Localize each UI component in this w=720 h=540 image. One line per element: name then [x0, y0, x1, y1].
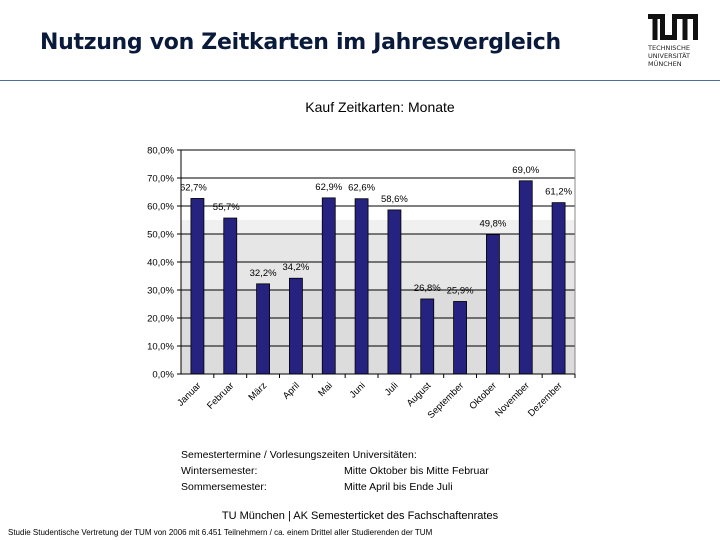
data-label: 25,9%	[447, 285, 474, 296]
bar	[486, 234, 500, 375]
y-tick-label: 50,0%	[147, 230, 174, 241]
data-label: 62,6%	[348, 183, 375, 194]
plot-band	[181, 290, 575, 318]
logo-line-1: TECHNISCHE	[648, 44, 690, 52]
notes-row-winter: Wintersemester: Mitte Oktober bis Mitte …	[181, 463, 489, 479]
plot-band	[181, 318, 575, 346]
x-tick-label: August	[405, 380, 434, 409]
plot-band	[181, 346, 575, 374]
plot-band	[181, 234, 575, 262]
tum-logo-icon	[648, 14, 698, 40]
summer-label: Sommersemester:	[181, 481, 267, 493]
slide-title: Nutzung von Zeitkarten im Jahresvergleic…	[40, 30, 561, 55]
bar	[387, 209, 402, 375]
x-tick-label: Juli	[383, 380, 401, 398]
logo-line-2: UNIVERSITÄT	[648, 52, 691, 60]
tum-logo: TECHNISCHE UNIVERSITÄT MÜNCHEN	[648, 14, 700, 68]
bar	[223, 217, 238, 375]
x-tick-label: Mai	[316, 380, 335, 399]
plot-band	[181, 220, 575, 234]
x-tick-label: November	[493, 380, 532, 419]
bar	[289, 277, 303, 375]
bar	[256, 283, 270, 375]
x-tick-label: Dezember	[526, 380, 565, 419]
notes-row-summer: Sommersemester: Mitte April bis Ende Jul…	[181, 479, 453, 495]
y-tick-label: 0,0%	[152, 370, 174, 381]
footer-note: Studie Studentische Vertretung der TUM v…	[8, 528, 433, 537]
y-tick-label: 40,0%	[147, 258, 174, 269]
x-tick-label: Februar	[205, 380, 236, 411]
y-tick-label: 60,0%	[147, 202, 174, 213]
logo-line-3: MÜNCHEN	[648, 60, 682, 68]
data-label: 58,6%	[381, 194, 408, 205]
bar	[321, 197, 336, 375]
x-tick-label: März	[246, 380, 269, 403]
data-label: 49,8%	[479, 219, 506, 230]
data-label: 55,7%	[213, 202, 240, 213]
data-label: 34,2%	[282, 262, 309, 273]
plot-band	[181, 262, 575, 290]
y-tick-label: 80,0%	[147, 146, 174, 157]
data-label: 26,8%	[414, 283, 441, 294]
bar	[190, 198, 205, 375]
data-label: 62,9%	[315, 182, 342, 193]
bar	[518, 180, 533, 375]
bar	[453, 301, 467, 375]
data-label: 62,7%	[180, 182, 207, 193]
x-tick-label: Juni	[348, 380, 368, 400]
winter-value: Mitte Oktober bis Mitte Februar	[344, 465, 489, 477]
bar	[420, 298, 435, 375]
notes-heading: Semestertermine / Vorlesungszeiten Unive…	[181, 449, 417, 461]
data-label: 69,0%	[512, 165, 539, 176]
header-rule	[0, 80, 720, 81]
y-tick-label: 70,0%	[147, 174, 174, 185]
footer-center: TU München | AK Semesterticket des Fachs…	[221, 510, 499, 522]
bar	[551, 202, 566, 375]
chart-title: Kauf Zeitkarten: Monate	[305, 99, 455, 115]
bar-chart: Kauf Zeitkarten: Monate 0,0% 10,0% 20,0% 30,…	[147, 99, 576, 421]
x-tick-label: April	[281, 380, 302, 401]
data-label: 61,2%	[545, 187, 572, 198]
y-tick-label: 10,0%	[147, 342, 174, 353]
x-tick-label: Oktober	[467, 380, 499, 412]
x-tick-label: Januar	[175, 380, 203, 408]
summer-value: Mitte April bis Ende Juli	[344, 481, 453, 493]
data-label: 32,2%	[250, 268, 277, 279]
semester-notes: Semestertermine / Vorlesungszeiten Unive…	[181, 447, 489, 495]
y-tick-label: 30,0%	[147, 286, 174, 297]
winter-label: Wintersemester:	[181, 465, 258, 477]
bar	[354, 198, 369, 375]
y-tick-label: 20,0%	[147, 314, 174, 325]
